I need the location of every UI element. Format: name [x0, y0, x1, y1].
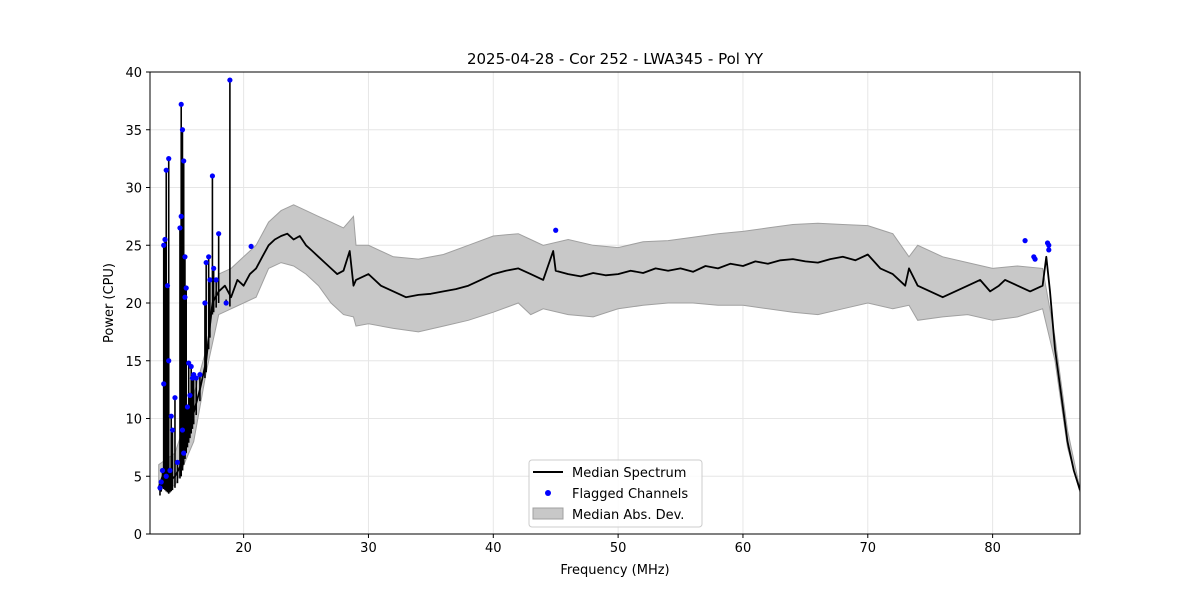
flagged-channel-point: [182, 254, 188, 260]
flagged-channel-point: [183, 285, 189, 291]
y-axis-ticks: 0 5 10 15 20 25 30 35 40: [125, 66, 150, 543]
flagged-channel-point: [209, 173, 216, 179]
y-tick-label: 15: [125, 355, 142, 370]
flagged-channel-point: [167, 467, 173, 474]
flagged-channel-point: [248, 243, 254, 250]
flagged-channel-point: [179, 127, 186, 133]
flagged-channel-point: [216, 231, 222, 237]
legend-label-flagged: Flagged Channels: [572, 487, 688, 502]
flagged-channel-point: [197, 372, 203, 378]
flagged-channel-point: [169, 427, 176, 433]
flagged-channel-point: [1046, 242, 1052, 248]
flagged-channel-point: [1032, 256, 1038, 262]
flagged-channel-point: [193, 375, 199, 381]
flagged-points-layer: [157, 77, 1052, 491]
x-axis-label: Frequency (MHz): [560, 563, 669, 578]
flagged-channel-point: [164, 283, 171, 289]
flagged-channel-point: [174, 459, 181, 465]
flagged-channel-point: [182, 294, 188, 300]
legend-label-median: Median Spectrum: [572, 466, 686, 481]
flagged-channel-point: [213, 277, 219, 283]
y-tick-label: 25: [125, 239, 142, 254]
chart-title: 2025-04-28 - Cor 252 - LWA345 - Pol YY: [467, 50, 764, 68]
x-tick-label: 30: [360, 541, 377, 556]
x-tick-label: 40: [485, 541, 502, 556]
flagged-channel-point: [202, 300, 208, 306]
flagged-channel-point: [206, 254, 212, 260]
y-tick-label: 20: [125, 297, 142, 312]
flagged-channel-point: [178, 213, 184, 219]
x-axis-ticks: 20 30 40 50 60 70 80: [235, 534, 1001, 556]
flagged-channel-point: [188, 363, 194, 370]
x-tick-label: 70: [860, 541, 877, 556]
flagged-channel-point: [181, 450, 187, 456]
flagged-channel-point: [227, 77, 233, 83]
flagged-channel-point: [553, 227, 559, 233]
flagged-channel-point: [178, 101, 184, 107]
legend-point-swatch: [545, 490, 551, 496]
x-tick-label: 20: [235, 541, 252, 556]
y-tick-label: 35: [125, 124, 142, 139]
x-tick-label: 60: [735, 541, 752, 556]
flagged-channel-point: [223, 300, 229, 306]
flagged-channel-point: [162, 236, 168, 243]
legend-band-swatch: [532, 507, 564, 520]
flagged-channel-point: [163, 473, 169, 479]
flagged-channel-point: [177, 225, 183, 231]
flagged-channel-point: [161, 381, 167, 387]
flagged-channel-point: [1046, 247, 1052, 253]
flagged-channel-point: [1022, 238, 1028, 244]
flagged-channel-point: [181, 158, 187, 164]
x-tick-label: 80: [984, 541, 1001, 556]
flagged-channel-point: [207, 277, 213, 283]
flagged-channel-point: [187, 392, 193, 398]
y-tick-label: 5: [134, 470, 142, 485]
y-tick-label: 10: [125, 413, 142, 428]
y-tick-label: 30: [125, 182, 142, 197]
flagged-channel-point: [172, 395, 178, 401]
flagged-channel-point: [163, 167, 169, 173]
flagged-channel-point: [166, 358, 172, 364]
flagged-channel-point: [203, 259, 209, 266]
flagged-channel-point: [179, 427, 186, 433]
legend-label-mad: Median Abs. Dev.: [572, 508, 684, 523]
y-tick-label: 0: [134, 528, 142, 543]
flagged-channel-point: [211, 265, 217, 271]
median-spectrum-line: [157, 232, 1080, 491]
legend: Median Spectrum Flagged Channels Median …: [528, 459, 703, 528]
flagged-channel-point: [158, 479, 164, 485]
flagged-channel-point: [184, 404, 191, 410]
x-tick-label: 50: [610, 541, 627, 556]
mad-band-layer: [158, 204, 1080, 493]
flagged-channel-point: [161, 242, 167, 248]
flagged-channel-point: [159, 467, 166, 474]
flagged-channel-point: [166, 156, 172, 162]
mad-band: [158, 204, 1080, 493]
median-line-layer: [157, 232, 1080, 491]
y-axis-label: Power (CPU): [102, 263, 117, 343]
flagged-channel-point: [157, 485, 163, 491]
y-tick-label: 40: [125, 66, 142, 81]
legend-box: [528, 459, 703, 528]
flagged-channel-point: [168, 413, 174, 419]
